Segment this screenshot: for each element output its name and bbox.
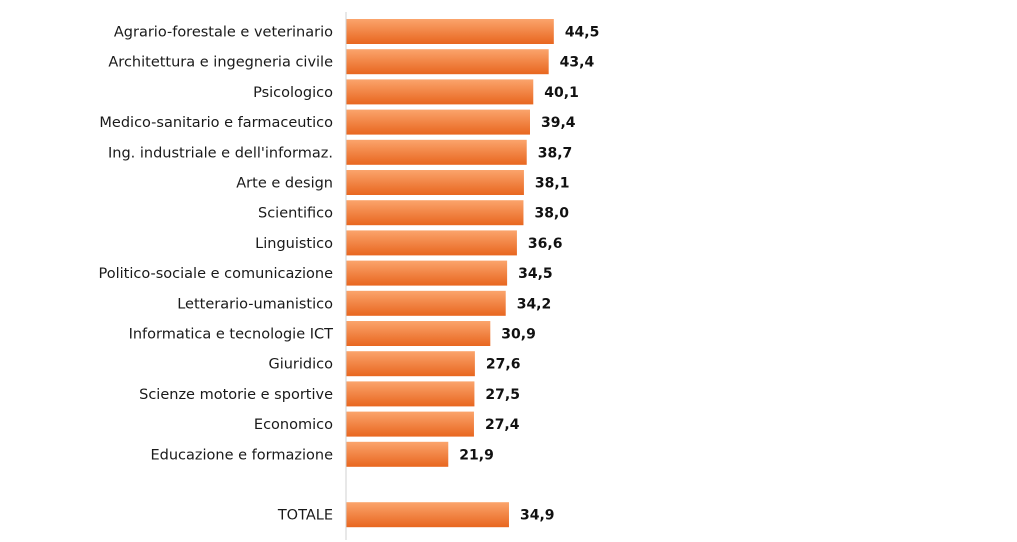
value-label: 27,5 (485, 387, 520, 403)
category-label: Letterario-umanistico (177, 296, 333, 312)
category-labels-group: Agrario-forestale e veterinario Architett… (99, 25, 334, 524)
value-label: 36,6 (528, 236, 563, 252)
value-label: 39,4 (541, 115, 576, 131)
category-label: Scienze motorie e sportive (139, 387, 333, 403)
bar-11 (346, 321, 491, 346)
value-label: 27,4 (485, 417, 520, 433)
category-label: Medico-sanitario e farmaceutico (99, 115, 333, 131)
category-label: Scientifico (258, 206, 333, 222)
bar-4 (346, 109, 530, 135)
category-label: Linguistico (255, 236, 333, 252)
category-label: Informatica e tecnologie ICT (129, 327, 334, 343)
value-label: 44,5 (565, 25, 600, 41)
value-label: 40,1 (544, 85, 579, 101)
value-label: 38,7 (538, 145, 573, 161)
value-labels-group: 44,5 43,4 40,1 39,4 38,7 38,1 38,0 36,6 34,5 34,2… (459, 25, 599, 524)
value-label: 27,6 (486, 357, 521, 373)
category-label: Economico (254, 417, 333, 433)
bar-9 (346, 260, 508, 286)
bar-6 (346, 170, 524, 195)
bar-15 (346, 441, 449, 467)
bar-14 (346, 411, 474, 437)
bar-12 (346, 351, 475, 377)
category-label: Educazione e formazione (151, 447, 334, 463)
bar-1 (346, 19, 554, 44)
category-label: Giuridico (268, 357, 333, 373)
bar-10 (346, 290, 506, 316)
category-label: Ing. industriale e dell'informaz. (108, 145, 333, 161)
bar-5 (346, 139, 527, 165)
bars-group (346, 19, 554, 528)
value-label: 34,9 (520, 508, 555, 524)
bar-8 (346, 230, 517, 256)
value-label: 34,2 (517, 296, 552, 312)
bar-7 (346, 200, 524, 226)
value-label: 30,9 (501, 327, 536, 343)
category-label: Arte e design (236, 176, 333, 192)
category-label: Psicologico (253, 85, 333, 101)
bar-2 (346, 49, 549, 75)
value-label: 21,9 (459, 447, 494, 463)
value-label: 38,0 (534, 206, 569, 222)
category-label: Politico-sociale e comunicazione (99, 266, 334, 282)
value-label: 34,5 (518, 266, 553, 282)
bar-3 (346, 79, 534, 105)
bar-16 (346, 502, 509, 528)
category-label: Agrario-forestale e veterinario (114, 25, 333, 41)
bar-13 (346, 381, 475, 407)
category-label: Architettura e ingegneria civile (108, 55, 333, 71)
value-label: 43,4 (560, 55, 595, 71)
category-label: TOTALE (277, 508, 333, 524)
value-label: 38,1 (535, 176, 570, 192)
